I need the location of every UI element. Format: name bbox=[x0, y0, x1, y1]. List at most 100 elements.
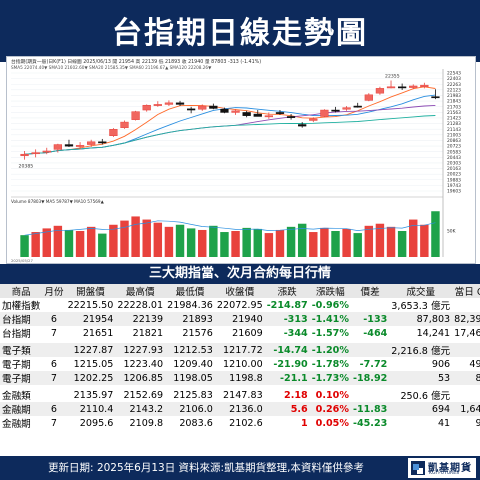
cell-name: 電子期 bbox=[0, 371, 43, 385]
cell-spread bbox=[350, 388, 390, 402]
cell-open: 1215.05 bbox=[65, 357, 116, 371]
cell-oi: 92 bbox=[452, 416, 480, 430]
y-tick-label: 21143 bbox=[447, 127, 461, 133]
y-tick-label: 21283 bbox=[447, 121, 461, 127]
volume-bar bbox=[275, 229, 285, 257]
volume-bar bbox=[386, 226, 396, 257]
cell-month bbox=[42, 388, 66, 402]
volume-ma-line bbox=[24, 220, 436, 236]
volume-bar bbox=[375, 223, 385, 257]
cell-name: 台指期 bbox=[0, 312, 43, 326]
cell-open: 2135.97 bbox=[65, 388, 116, 402]
cell-spread: -133 bbox=[350, 312, 390, 326]
cell-spread: -18.92 bbox=[350, 371, 390, 385]
cell-close: 1210.00 bbox=[214, 357, 265, 371]
col-header-9: 成交量 bbox=[389, 284, 453, 298]
cell-month: 7 bbox=[42, 416, 66, 430]
candle-body bbox=[286, 116, 296, 118]
cell-close: 21609 bbox=[214, 326, 265, 340]
cell-spread: -11.83 bbox=[350, 402, 390, 416]
cell-month: 6 bbox=[42, 357, 66, 371]
volume-bar bbox=[431, 211, 440, 257]
cell-chg: -21.1 bbox=[264, 371, 310, 385]
volume-bar bbox=[153, 222, 163, 257]
volume-bar bbox=[364, 225, 374, 257]
col-header-0: 商品 bbox=[0, 284, 43, 298]
high-label: 22355 bbox=[385, 74, 400, 80]
candle-body bbox=[64, 144, 74, 147]
logo-subtext: KGI FUTURES bbox=[429, 471, 459, 476]
col-header-6: 漲跌 bbox=[264, 284, 310, 298]
candle-body bbox=[109, 129, 118, 136]
cell-name: 電子類 bbox=[0, 343, 43, 357]
col-header-4: 最低價 bbox=[165, 284, 215, 298]
cell-pct: -1.73% bbox=[309, 371, 351, 385]
volume-bar bbox=[75, 231, 85, 257]
cell-oi bbox=[452, 298, 480, 312]
y-tick-label: 20163 bbox=[447, 166, 461, 172]
candle-body bbox=[264, 115, 274, 118]
cell-vol: 3,653.3 億元 bbox=[389, 298, 453, 312]
cell-low: 21576 bbox=[165, 326, 215, 340]
candle-body bbox=[120, 121, 129, 128]
volume-bar bbox=[198, 229, 207, 257]
cell-spread bbox=[350, 298, 390, 312]
cell-low: 1198.05 bbox=[165, 371, 215, 385]
candle-body bbox=[142, 104, 151, 111]
chart-panel: 台指期(期貨一般)日K(F1) 日線圖 2025/06/13 開 21954 高… bbox=[6, 56, 476, 264]
volume-bar bbox=[264, 233, 274, 257]
candle-body bbox=[409, 85, 418, 88]
chart-ma-text: SMA5 22074.40▼ SMA10 21602.60▼ SMA20 215… bbox=[11, 65, 212, 70]
y-tick-label: 21703 bbox=[447, 104, 461, 110]
candle-body bbox=[198, 105, 207, 110]
cell-vol: 14,241 bbox=[389, 326, 453, 340]
candle-body bbox=[364, 94, 373, 101]
cell-oi: 1,646 bbox=[452, 402, 480, 416]
row-spacer bbox=[0, 340, 480, 343]
volume-bar bbox=[131, 216, 140, 257]
cell-open: 1227.87 bbox=[65, 343, 116, 357]
cell-chg: -313 bbox=[264, 312, 310, 326]
y-tick-label: 22263 bbox=[447, 82, 461, 88]
cell-close: 2147.83 bbox=[214, 388, 265, 402]
y-tick-label: 22543 bbox=[447, 71, 461, 77]
cell-vol: 250.6 億元 bbox=[389, 388, 453, 402]
cell-close: 1217.72 bbox=[214, 343, 265, 357]
footer-bar: 更新日期: 2025年6月13日 資料來源:凱基期貨整理,本資料僅供參考 凱基期… bbox=[0, 456, 480, 480]
kgi-logo: 凱基期貨 KGI FUTURES bbox=[408, 458, 476, 478]
volume-bar bbox=[42, 228, 51, 257]
candle-body bbox=[186, 108, 196, 111]
y-tick-label: 21423 bbox=[447, 116, 461, 122]
candle-body bbox=[31, 152, 40, 155]
volume-bar bbox=[286, 226, 296, 257]
cell-high: 1206.85 bbox=[115, 371, 166, 385]
cell-oi: 82,391 bbox=[452, 312, 480, 326]
y-tick-label: 21563 bbox=[447, 110, 461, 116]
candle-body bbox=[42, 150, 51, 153]
cell-vol: 2,216.8 億元 bbox=[389, 343, 453, 357]
candle-body bbox=[253, 113, 262, 117]
candle-body bbox=[375, 88, 385, 94]
cell-pct: 0.10% bbox=[309, 388, 351, 402]
cell-high: 1223.40 bbox=[115, 357, 166, 371]
cell-month: 6 bbox=[42, 402, 66, 416]
volume-bar bbox=[297, 223, 307, 257]
cell-vol: 53 bbox=[389, 371, 453, 385]
cell-chg: -214.87 bbox=[264, 298, 310, 312]
cell-month: 6 bbox=[42, 312, 66, 326]
volume-bar bbox=[331, 231, 340, 257]
volume-bar bbox=[353, 233, 362, 257]
volume-bar bbox=[109, 224, 118, 257]
cell-pct: 0.05% bbox=[309, 416, 351, 430]
low-label: 20385 bbox=[19, 164, 34, 170]
cell-vol: 41 bbox=[389, 416, 453, 430]
logo-text: 凱基期貨 bbox=[428, 463, 472, 474]
volume-bar bbox=[120, 220, 129, 257]
candle-body bbox=[153, 104, 162, 106]
cell-oi bbox=[452, 388, 480, 402]
col-header-1: 月份 bbox=[42, 284, 66, 298]
table-row: 台指期 6 21954 22139 21893 21940 -313 -1.41% -133 87… bbox=[0, 312, 480, 326]
cell-low: 2083.6 bbox=[165, 416, 215, 430]
cell-oi bbox=[452, 343, 480, 357]
